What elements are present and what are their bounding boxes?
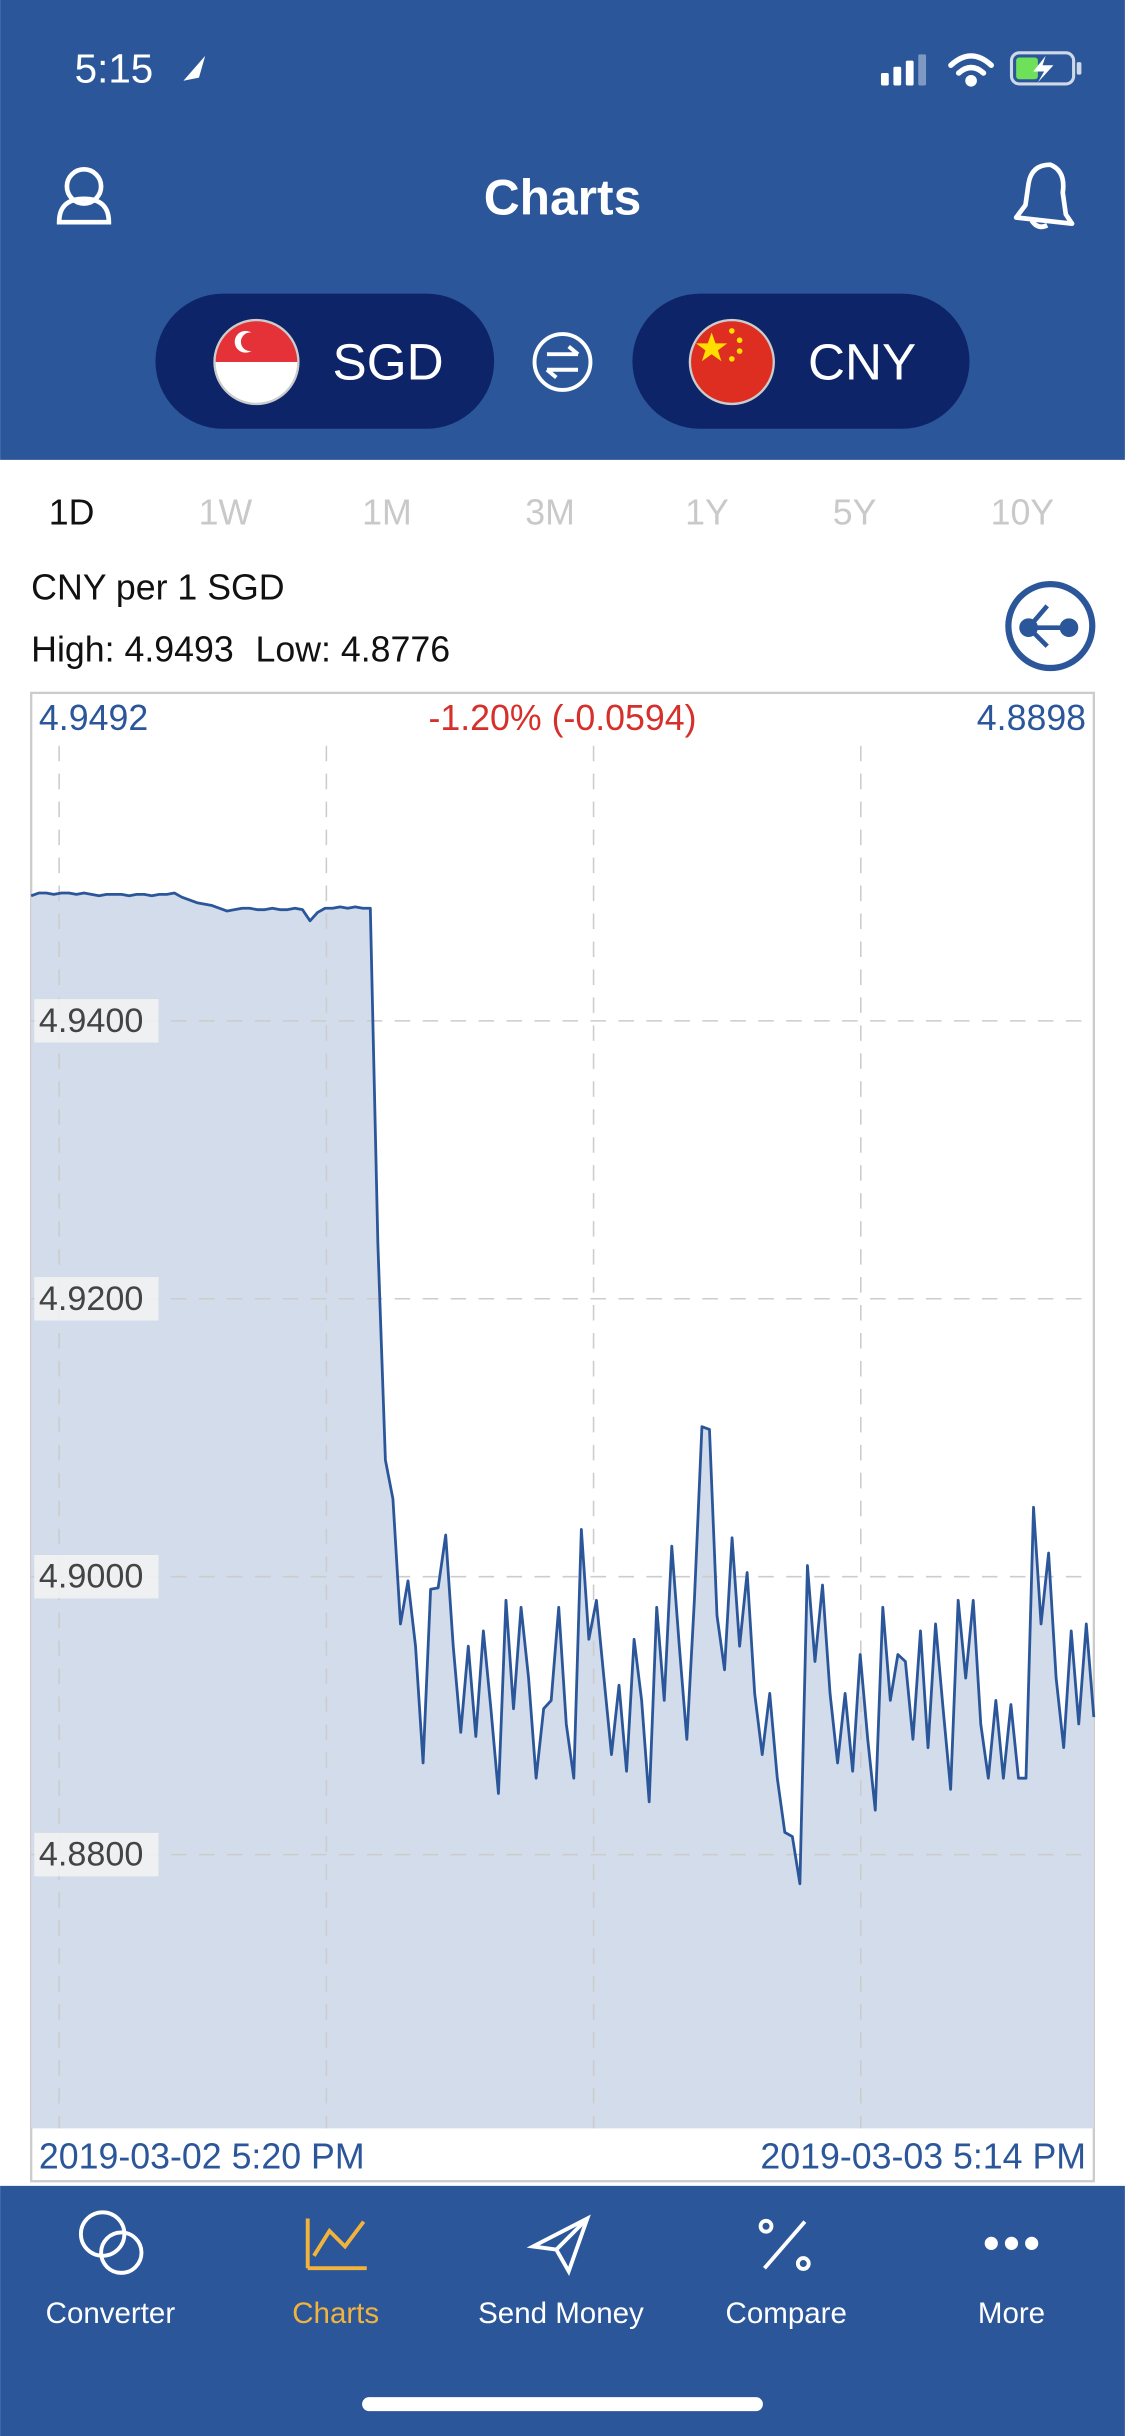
nav-item[interactable]: More bbox=[978, 2297, 1045, 2330]
end-value: 4.8898 bbox=[977, 698, 1086, 738]
chart-subtitle: CNY per 1 SGD bbox=[31, 567, 284, 607]
time-grid bbox=[58, 745, 862, 2129]
signal-icon bbox=[880, 54, 927, 86]
base-currency-button[interactable]: SGD bbox=[155, 293, 495, 429]
y-tick-label: 4.9000 bbox=[39, 1558, 143, 1596]
range-tabs: 1D 1W 1M 3M 1Y 5Y 10Y bbox=[49, 493, 1055, 533]
battery-icon bbox=[1009, 51, 1082, 86]
y-tick-bg bbox=[34, 1277, 159, 1321]
status-time: 5:15 bbox=[75, 45, 154, 91]
range-tab[interactable]: 1Y bbox=[685, 493, 729, 533]
rate-line bbox=[30, 891, 1096, 1886]
nav-item[interactable]: Send Money bbox=[478, 2297, 644, 2330]
nav-bg bbox=[0, 2185, 1125, 2436]
y-tick-bg bbox=[34, 999, 159, 1043]
chart-labels: 4.8800 4.9000 4.9200 4.9400 bbox=[30, 891, 1096, 1886]
area-fill bbox=[31, 893, 1094, 2129]
nav-item[interactable]: Compare bbox=[726, 2297, 847, 2330]
share-button[interactable] bbox=[1005, 581, 1096, 672]
nav-icons bbox=[78, 2210, 1039, 2276]
profile-button[interactable] bbox=[56, 167, 112, 225]
high-label: High: 4.9493 bbox=[31, 629, 234, 669]
range-tab[interactable]: 3M bbox=[525, 493, 575, 533]
range-tab[interactable]: 1M bbox=[362, 493, 412, 533]
notification-button[interactable] bbox=[1013, 162, 1075, 230]
nav-item[interactable]: Converter bbox=[46, 2297, 176, 2330]
plot bbox=[31, 893, 1094, 2129]
quote-currency: CNY bbox=[808, 333, 916, 390]
y-tick-label: 4.8800 bbox=[39, 1836, 143, 1874]
x-end-label: 2019-03-03 5:14 PM bbox=[760, 2136, 1086, 2176]
y-tick-bg bbox=[34, 1832, 159, 1877]
nav-item[interactable]: Charts bbox=[292, 2297, 379, 2330]
base-currency: SGD bbox=[333, 333, 444, 390]
range-tab[interactable]: 10Y bbox=[991, 493, 1055, 533]
home-indicator bbox=[362, 2397, 763, 2412]
range-tab[interactable]: 5Y bbox=[833, 493, 877, 533]
swap-button[interactable] bbox=[532, 332, 593, 392]
low-label: Low: 4.8776 bbox=[255, 629, 450, 669]
x-start-label: 2019-03-02 5:20 PM bbox=[39, 2136, 365, 2176]
page-title: Charts bbox=[484, 169, 641, 225]
range-tab[interactable]: 1W bbox=[199, 493, 253, 533]
wifi-icon bbox=[948, 53, 995, 87]
start-value: 4.9492 bbox=[39, 698, 148, 738]
nav-bar: Converter Charts Send Money Compare More bbox=[46, 2297, 1045, 2330]
y-tick-label: 4.9200 bbox=[39, 1280, 143, 1318]
quote-currency-button[interactable]: CNY bbox=[632, 293, 970, 429]
y-tick-bg bbox=[34, 1554, 159, 1599]
y-tick-label: 4.9400 bbox=[39, 1002, 143, 1040]
change-value: -1.20% (-0.0594) bbox=[428, 698, 696, 738]
range-tab[interactable]: 1D bbox=[49, 493, 95, 533]
